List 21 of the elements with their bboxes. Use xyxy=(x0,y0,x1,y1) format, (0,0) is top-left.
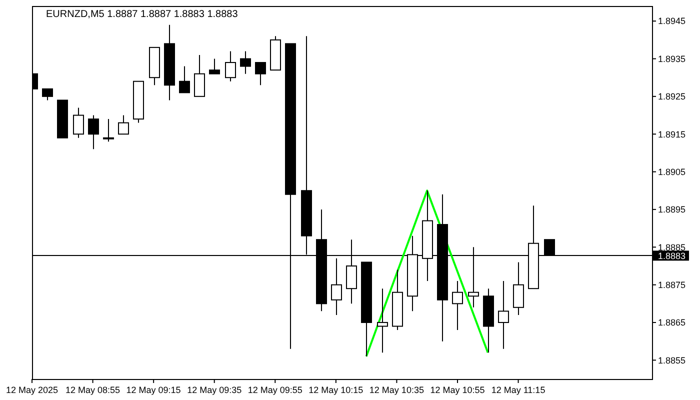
x-tick-label: 12 May 10:55 xyxy=(430,385,485,395)
y-tick-label: 1.8925 xyxy=(658,92,686,102)
y-tick-label: 1.8855 xyxy=(658,355,686,366)
x-tick-label: 12 May 2025 xyxy=(6,385,58,395)
chart-title: EURNZD,M5 1.8887 1.8887 1.8883 1.8883 xyxy=(46,9,238,20)
y-tick-label: 1.8935 xyxy=(658,54,686,64)
y-tick-label: 1.8865 xyxy=(658,318,686,328)
y-tick-label: 1.8915 xyxy=(658,129,686,140)
y-tick-label: 1.8875 xyxy=(658,280,686,290)
y-tick-label: 1.8945 xyxy=(658,16,686,26)
x-tick-label: 12 May 10:15 xyxy=(308,385,364,395)
y-tick-label: 1.8905 xyxy=(658,166,686,177)
y-tick-label: 1.8895 xyxy=(658,204,686,215)
x-tick-label: 12 May 11:15 xyxy=(491,385,546,395)
x-tick-label: 12 May 10:35 xyxy=(369,385,424,395)
x-tick-label: 12 May 09:15 xyxy=(126,385,181,395)
x-tick-label: 12 May 08:55 xyxy=(66,385,120,395)
x-tick-label: 12 May 09:35 xyxy=(187,385,242,395)
ref-line-label: 1.8883 xyxy=(658,250,686,261)
x-tick-label: 12 May 09:55 xyxy=(248,385,302,395)
y-tick-label: 1.8885 xyxy=(658,242,686,252)
